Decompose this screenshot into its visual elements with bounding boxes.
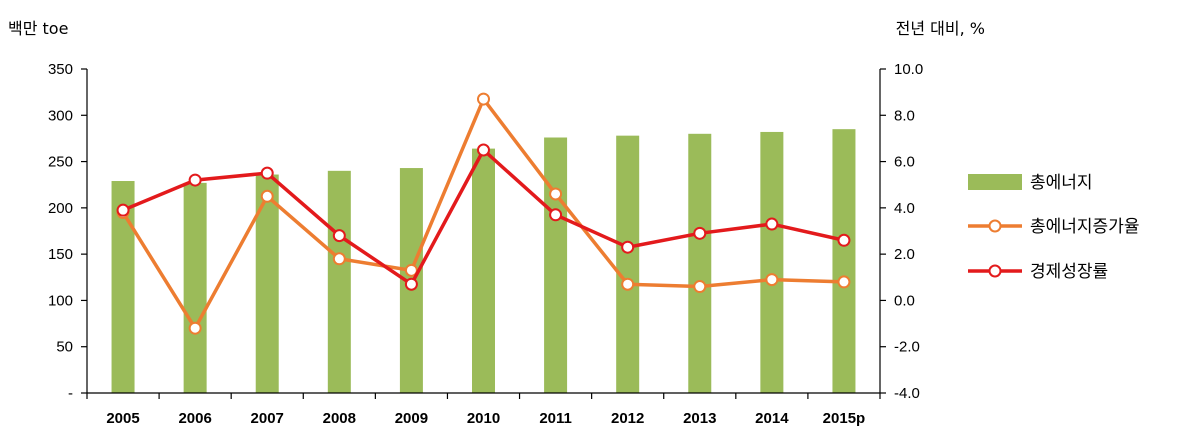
x-tick-label: 2011 <box>539 410 572 427</box>
point-경제성장률-2008 <box>332 229 346 243</box>
axes-layer: - 50 100 150 200 250 300 350 -4.0 -2.0 0.0 2.0 4.0 6.… <box>48 61 923 427</box>
x-tick-label: 2006 <box>178 410 211 427</box>
left-tick-label: 200 <box>48 200 73 217</box>
right-tick-label: 10.0 <box>894 61 923 78</box>
x-tick-label: 2007 <box>251 410 284 427</box>
point-경제성장률-2013 <box>693 226 707 240</box>
x-tick-label: 2012 <box>611 410 644 427</box>
bar-2005 <box>111 181 135 393</box>
point-경제성장률-2010 <box>477 143 490 157</box>
point-경제성장률-2015p <box>837 233 851 247</box>
point-경제성장률-2014 <box>765 217 779 231</box>
right-tick-label: -4.0 <box>894 385 920 402</box>
right-tick-label: 4.0 <box>894 200 915 217</box>
left-tick-label: 100 <box>48 292 73 309</box>
legend-swatch-총에너지 <box>968 174 1022 190</box>
bar-2012 <box>616 135 640 393</box>
left-tick-label: 300 <box>48 107 73 124</box>
bar-2006 <box>183 182 207 393</box>
bars-layer <box>111 129 856 394</box>
point-총에너지증가율-2010 <box>477 92 490 106</box>
left-tick-label: 350 <box>48 61 73 78</box>
left-axis-unit: 백만 toe <box>8 19 68 38</box>
bar-2011 <box>544 137 568 393</box>
point-총에너지증가율-2014 <box>765 273 779 287</box>
point-총에너지증가율-2015p <box>837 275 851 289</box>
x-tick-label: 2008 <box>323 410 356 427</box>
point-총에너지증가율-2008 <box>332 252 346 266</box>
point-경제성장률-2011 <box>549 208 563 222</box>
point-총에너지증가율-2013 <box>693 280 707 294</box>
legend-label-경제성장률: 경제성장률 <box>1030 262 1108 282</box>
left-tick-label: - <box>68 385 73 402</box>
right-tick-label: 6.0 <box>894 154 915 171</box>
right-tick-label: -2.0 <box>894 339 920 356</box>
bar-2007 <box>255 174 279 393</box>
x-tick-label: 2009 <box>395 410 428 427</box>
legend-label-총에너지증가율: 총에너지증가율 <box>1030 217 1139 237</box>
legend-marker-총에너지증가율 <box>988 219 1002 233</box>
x-tick-label: 2005 <box>106 410 139 427</box>
x-tick-label: 2010 <box>467 410 500 427</box>
right-tick-label: 2.0 <box>894 246 915 263</box>
x-tick-label: 2014 <box>755 410 789 427</box>
legend-label-총에너지: 총에너지 <box>1030 173 1093 193</box>
point-총에너지증가율-2012 <box>621 277 635 291</box>
left-tick-label: 150 <box>48 246 73 263</box>
bar-2015p <box>832 129 856 393</box>
left-tick-label: 50 <box>56 339 73 356</box>
x-tick-label: 2015p <box>823 410 866 427</box>
right-tick-label: 8.0 <box>894 107 915 124</box>
point-경제성장률-2007 <box>260 166 274 180</box>
right-axis-unit: 전년 대비, % <box>896 19 985 38</box>
legend-marker-경제성장률 <box>988 264 1002 278</box>
left-tick-label: 250 <box>48 154 73 171</box>
bar-2010 <box>472 148 495 393</box>
point-총에너지증가율-2006 <box>188 321 202 335</box>
point-경제성장률-2006 <box>188 173 202 187</box>
lines-layer <box>116 92 851 335</box>
bar-2008 <box>327 170 351 393</box>
right-tick-label: 0.0 <box>894 292 915 309</box>
point-총에너지증가율-2007 <box>260 189 274 203</box>
point-경제성장률-2009 <box>404 277 418 291</box>
point-경제성장률-2012 <box>621 240 635 254</box>
x-tick-label: 2013 <box>683 410 716 427</box>
bar-2013 <box>688 133 712 394</box>
bar-2014 <box>760 131 784 393</box>
point-총에너지증가율-2011 <box>549 187 563 201</box>
point-경제성장률-2005 <box>116 203 130 217</box>
